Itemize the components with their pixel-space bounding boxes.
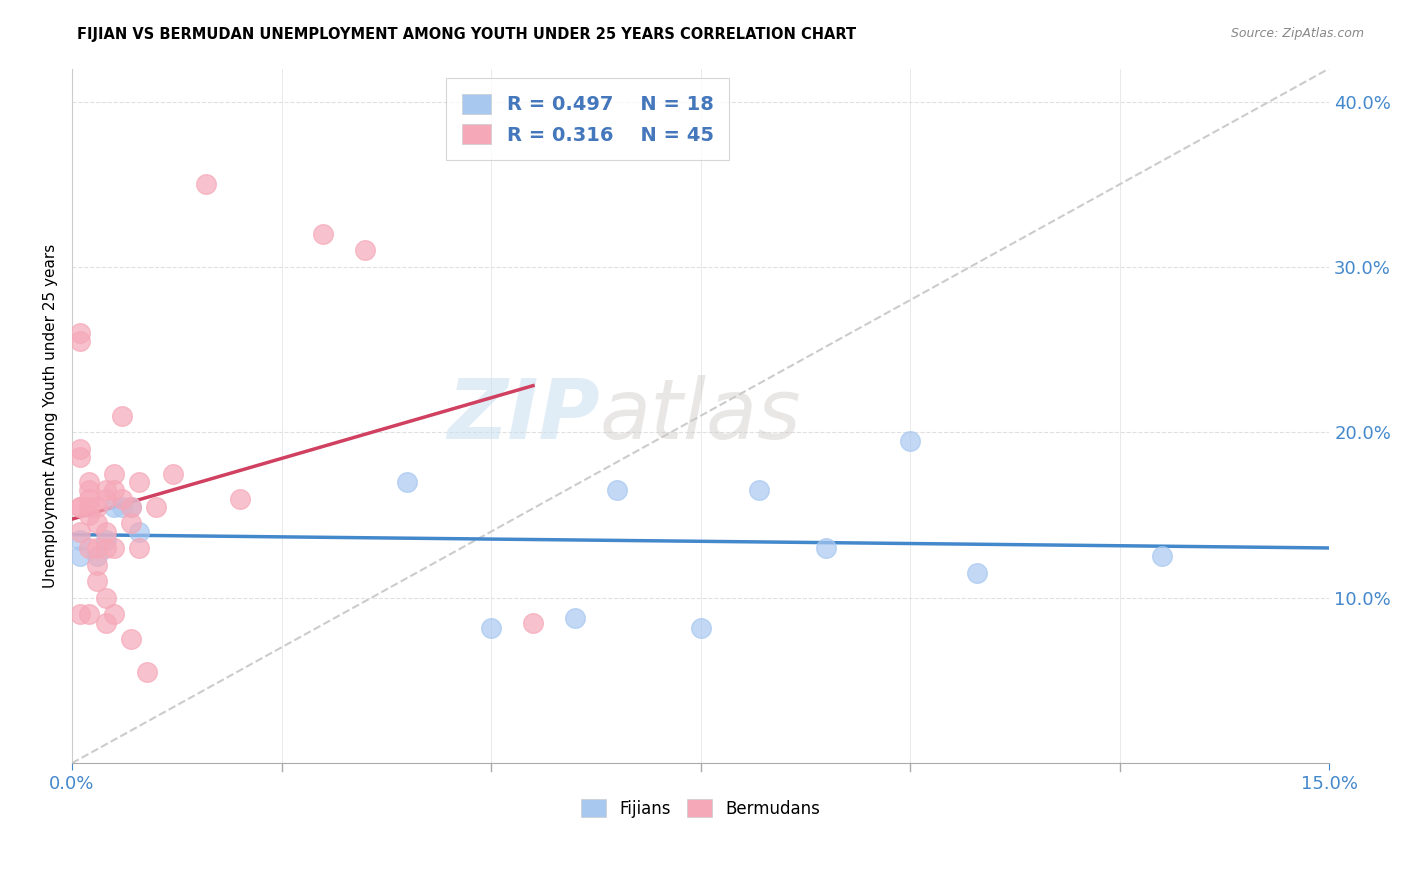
Point <box>77 607 100 622</box>
Point <box>69 549 91 564</box>
Point <box>86 500 108 514</box>
Point <box>86 516 108 531</box>
Point <box>103 607 125 622</box>
Text: FIJIAN VS BERMUDAN UNEMPLOYMENT AMONG YOUTH UNDER 25 YEARS CORRELATION CHART: FIJIAN VS BERMUDAN UNEMPLOYMENT AMONG YO… <box>77 27 856 42</box>
Point <box>354 244 377 258</box>
Point <box>120 500 142 514</box>
Point <box>69 450 91 465</box>
Point <box>77 541 100 555</box>
Point <box>228 491 250 506</box>
Text: Source: ZipAtlas.com: Source: ZipAtlas.com <box>1230 27 1364 40</box>
Point <box>103 541 125 555</box>
Point <box>111 500 134 514</box>
Point <box>1150 549 1173 564</box>
Point <box>128 524 150 539</box>
Point <box>69 326 91 340</box>
Point <box>69 524 91 539</box>
Point <box>815 541 838 555</box>
Point <box>94 524 117 539</box>
Point <box>77 483 100 498</box>
Point <box>86 549 108 564</box>
Point <box>128 475 150 489</box>
Point <box>748 483 770 498</box>
Point <box>94 615 117 630</box>
Point <box>689 620 711 634</box>
Point <box>145 500 167 514</box>
Point <box>162 467 184 481</box>
Point <box>479 620 502 634</box>
Point <box>77 475 100 489</box>
Point <box>111 409 134 423</box>
Point <box>103 467 125 481</box>
Point <box>94 483 117 498</box>
Text: atlas: atlas <box>600 376 801 457</box>
Point <box>120 500 142 514</box>
Point <box>564 610 586 624</box>
Point <box>522 615 544 630</box>
Point <box>69 500 91 514</box>
Point <box>396 475 419 489</box>
Point <box>136 665 159 680</box>
Point <box>94 533 117 547</box>
Point <box>86 558 108 572</box>
Point <box>69 442 91 456</box>
Point <box>77 500 100 514</box>
Point <box>195 178 218 192</box>
Point <box>86 574 108 589</box>
Point <box>966 566 988 580</box>
Point <box>77 508 100 522</box>
Point <box>69 500 91 514</box>
Point <box>69 533 91 547</box>
Point <box>69 607 91 622</box>
Text: ZIP: ZIP <box>447 376 600 457</box>
Point <box>120 632 142 646</box>
Point <box>69 334 91 349</box>
Point <box>111 491 134 506</box>
Point <box>86 541 108 555</box>
Point <box>120 516 142 531</box>
Point <box>898 434 921 448</box>
Point <box>77 491 100 506</box>
Legend: Fijians, Bermudans: Fijians, Bermudans <box>574 793 827 824</box>
Point <box>103 483 125 498</box>
Point <box>606 483 628 498</box>
Point <box>103 500 125 514</box>
Point <box>94 591 117 605</box>
Point <box>94 541 117 555</box>
Y-axis label: Unemployment Among Youth under 25 years: Unemployment Among Youth under 25 years <box>44 244 58 588</box>
Point <box>312 227 335 241</box>
Point <box>128 541 150 555</box>
Point <box>94 491 117 506</box>
